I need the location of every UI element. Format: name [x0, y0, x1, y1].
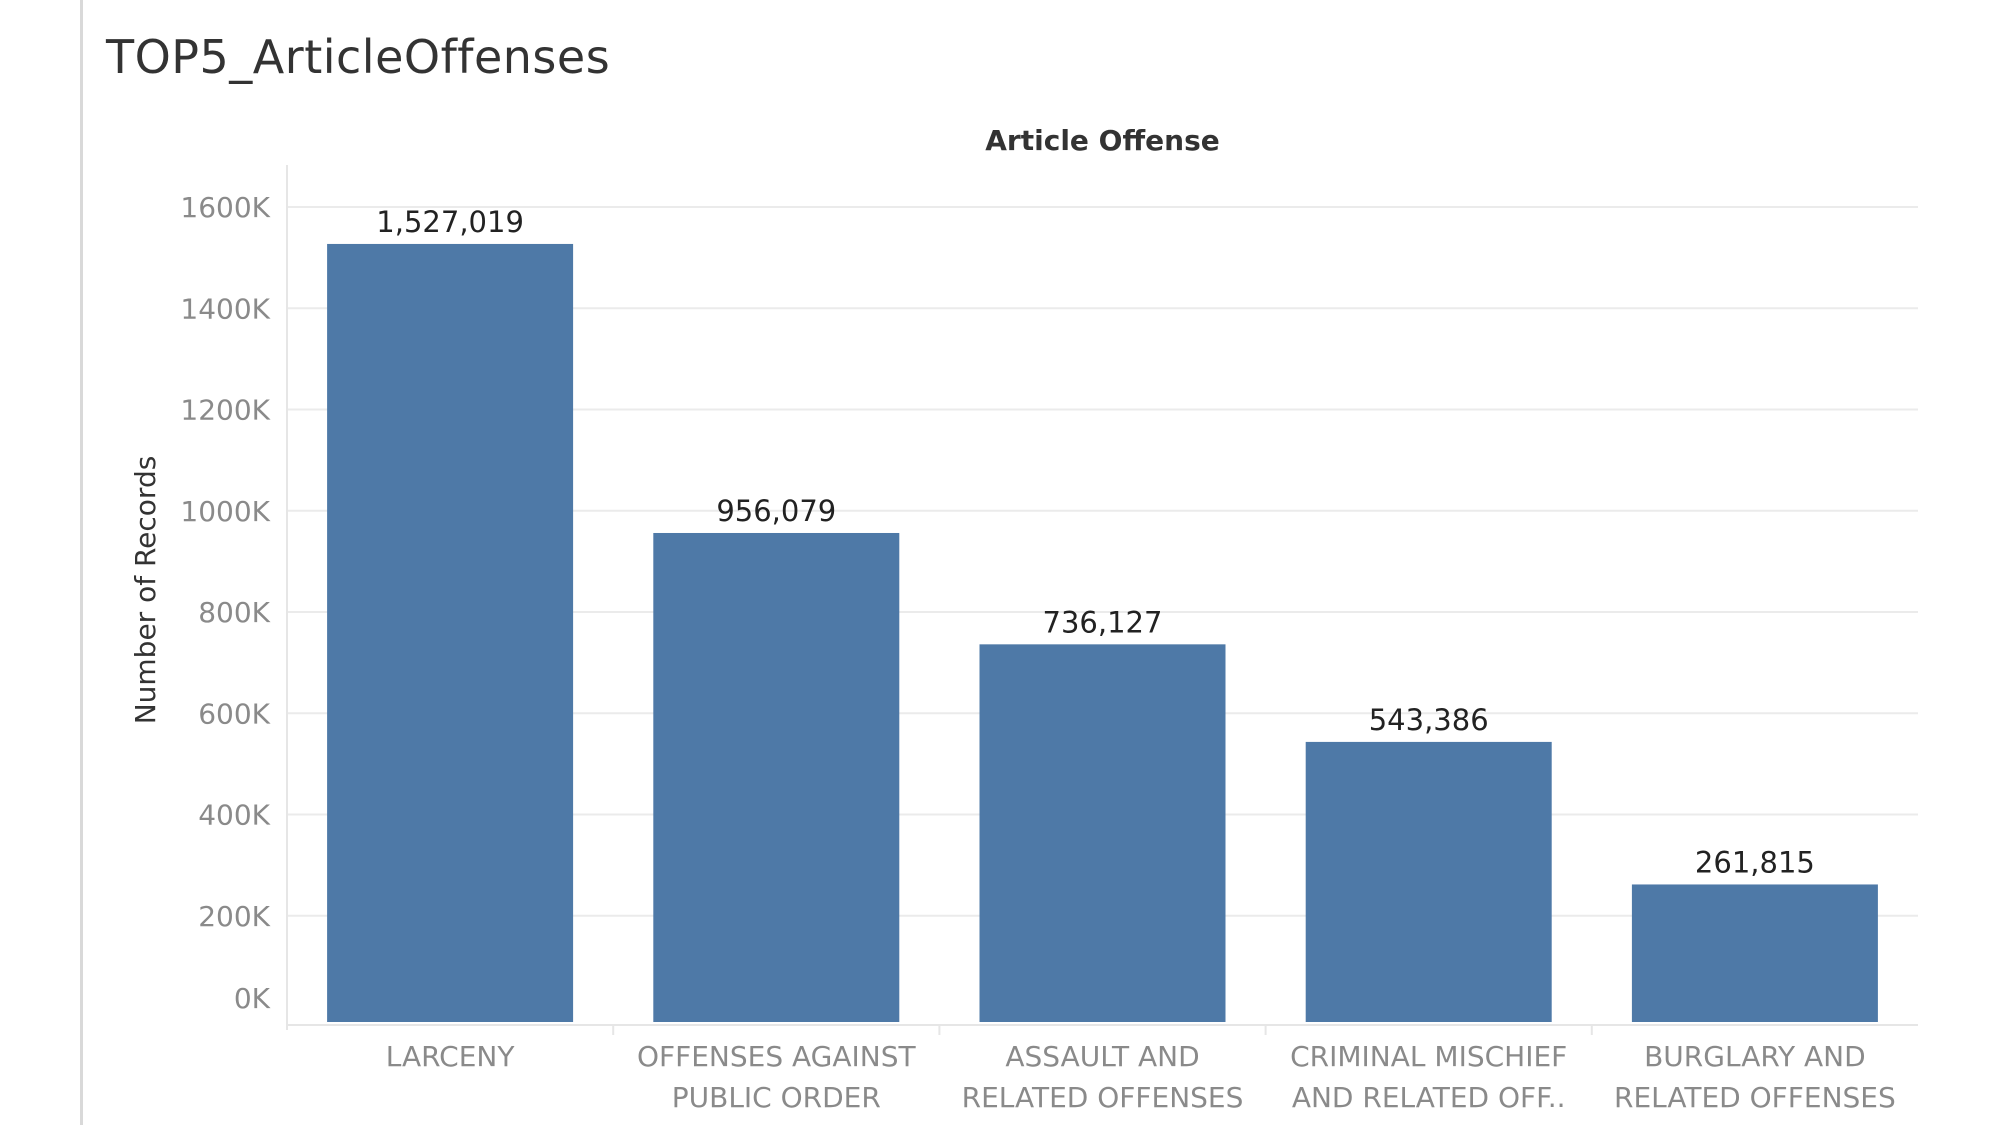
data-label: 736,127	[1043, 605, 1163, 639]
y-tick-label: 600K	[198, 697, 270, 730]
x-tick-label: RELATED OFFENSES	[962, 1081, 1244, 1114]
data-label: 1,527,019	[376, 205, 524, 239]
y-tick-label: 1200K	[180, 394, 270, 427]
chart-header-label: Article Offense	[985, 124, 1219, 157]
bar	[1305, 741, 1552, 1022]
x-tick-label: RELATED OFFENSES	[1614, 1081, 1896, 1114]
x-tick-label: PUBLIC ORDER	[672, 1081, 881, 1114]
y-axis-title: Number of Records	[129, 456, 162, 725]
y-tick-label: 200K	[198, 900, 270, 933]
sheet-title: TOP5_ArticleOffenses	[106, 30, 611, 84]
bar	[327, 243, 574, 1022]
y-tick-label: 0K	[234, 982, 271, 1015]
y-tick-label: 1600K	[180, 191, 270, 224]
data-label: 543,386	[1369, 703, 1489, 737]
x-tick-label: LARCENY	[386, 1040, 516, 1073]
x-tick-label: BURGLARY AND	[1644, 1040, 1866, 1073]
x-tick-label: AND RELATED OFF..	[1292, 1081, 1566, 1114]
bar	[653, 532, 900, 1022]
y-tick-label: 800K	[198, 596, 270, 629]
data-label: 956,079	[716, 494, 836, 528]
bar	[1631, 884, 1878, 1022]
y-tick-label: 400K	[198, 799, 270, 832]
bar	[979, 644, 1226, 1022]
y-tick-label: 1000K	[180, 495, 270, 528]
y-tick-label: 1400K	[180, 292, 270, 325]
data-label: 261,815	[1695, 845, 1815, 879]
x-tick-label: ASSAULT AND	[1005, 1040, 1199, 1073]
x-tick-label: CRIMINAL MISCHIEF	[1290, 1040, 1567, 1073]
x-tick-label: OFFENSES AGAINST	[637, 1040, 917, 1073]
left-divider	[80, 0, 83, 1125]
